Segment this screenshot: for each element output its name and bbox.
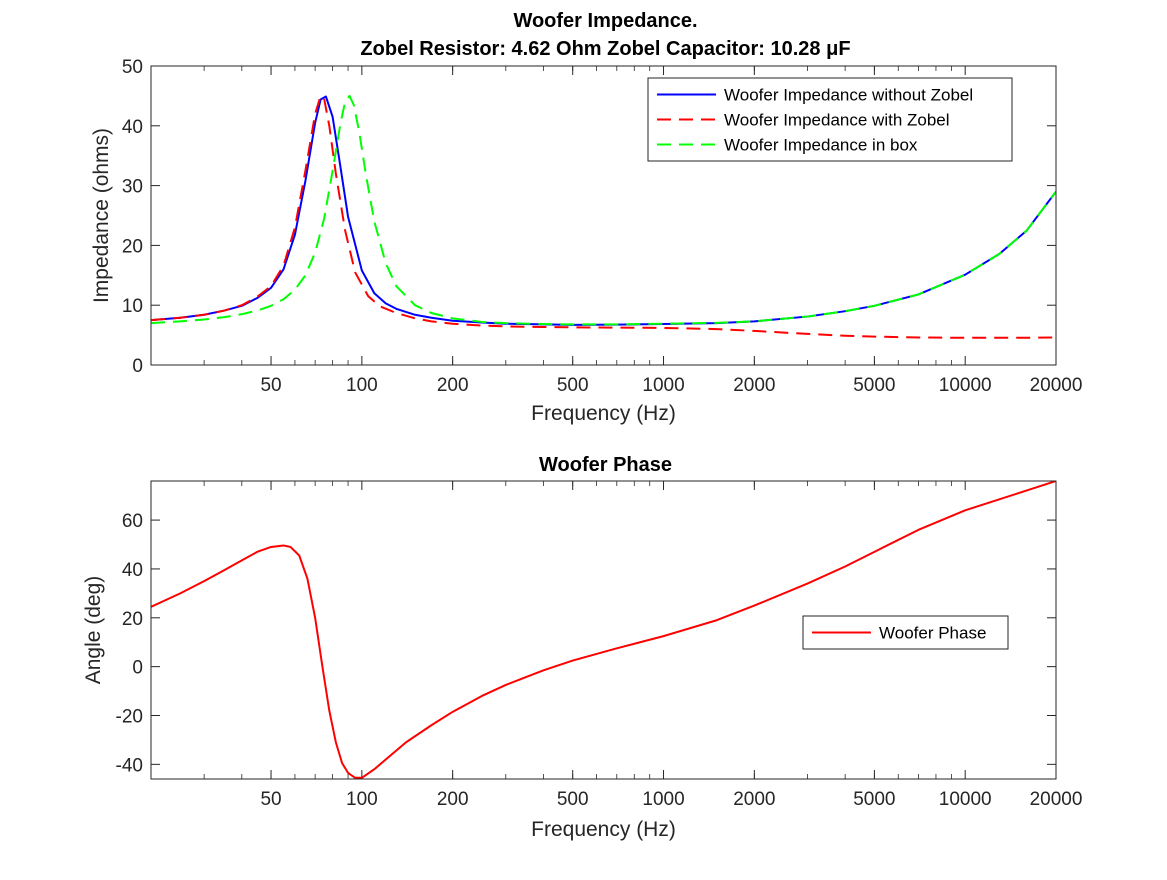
x-tick-label: 200 bbox=[437, 789, 469, 810]
x-tick-label: 2000 bbox=[733, 375, 775, 396]
x-tick-label: 500 bbox=[557, 375, 589, 396]
axes-box bbox=[150, 65, 1057, 366]
y-tick-label: 50 bbox=[122, 57, 143, 78]
x-tick-label: 1000 bbox=[642, 375, 684, 396]
x-tick-label: 200 bbox=[437, 375, 469, 396]
x-axis-label: Frequency (Hz) bbox=[531, 818, 676, 841]
x-tick-label: 50 bbox=[260, 375, 281, 396]
x-tick-label: 100 bbox=[346, 789, 378, 810]
x-tick-label: 500 bbox=[557, 789, 589, 810]
x-tick-label: 20000 bbox=[1030, 789, 1083, 810]
y-tick-label: 20 bbox=[122, 236, 143, 257]
x-tick-label: 50 bbox=[260, 789, 281, 810]
x-tick-label: 1000 bbox=[642, 789, 684, 810]
y-tick-label: 0 bbox=[132, 356, 143, 377]
y-tick-label: 60 bbox=[122, 511, 143, 532]
legend-label: Woofer Impedance in box bbox=[724, 136, 918, 155]
y-tick-label: 20 bbox=[122, 609, 143, 630]
x-tick-label: 100 bbox=[346, 375, 378, 396]
y-tick-label: 40 bbox=[122, 560, 143, 581]
y-tick-label: 0 bbox=[132, 658, 143, 679]
x-tick-label: 20000 bbox=[1030, 375, 1083, 396]
chart-title: Zobel Resistor: 4.62 Ohm Zobel Capacitor… bbox=[360, 38, 850, 60]
x-tick-label: 5000 bbox=[853, 375, 895, 396]
legend: Woofer Phase bbox=[802, 615, 1009, 650]
y-axis-label: Impedance (ohms) bbox=[90, 128, 113, 303]
y-tick-label: 10 bbox=[122, 296, 143, 317]
chart-title: Woofer Phase bbox=[539, 454, 672, 476]
y-axis-label: Angle (deg) bbox=[82, 576, 105, 685]
plot-1: 50 100 200 500 1000 2000 5000 10000 20000 0 10 20 30… bbox=[90, 10, 1082, 425]
x-axis-label: Frequency (Hz) bbox=[531, 402, 676, 425]
y-tick-label: -40 bbox=[116, 755, 143, 776]
y-tick-label: 30 bbox=[122, 177, 143, 198]
axes-box bbox=[150, 480, 1057, 780]
plot-2: 50 100 200 500 1000 2000 5000 10000 20000 -40 -20 0… bbox=[82, 454, 1082, 841]
series-line-2 bbox=[151, 94, 1056, 339]
y-tick-label: -20 bbox=[116, 706, 143, 727]
legend-label: Woofer Impedance without Zobel bbox=[724, 86, 973, 105]
x-tick-label: 10000 bbox=[939, 789, 992, 810]
x-tick-label: 2000 bbox=[733, 789, 775, 810]
x-tick-label: 5000 bbox=[853, 789, 895, 810]
legend: Woofer Impedance without Zobel Woofer Imp… bbox=[647, 77, 1013, 162]
legend-label: Woofer Phase bbox=[879, 624, 986, 643]
chart-title: Woofer Impedance. bbox=[513, 10, 697, 32]
x-tick-label: 10000 bbox=[939, 375, 992, 396]
series-line-1 bbox=[151, 481, 1056, 779]
y-tick-label: 40 bbox=[122, 117, 143, 138]
legend-label: Woofer Impedance with Zobel bbox=[724, 111, 950, 130]
